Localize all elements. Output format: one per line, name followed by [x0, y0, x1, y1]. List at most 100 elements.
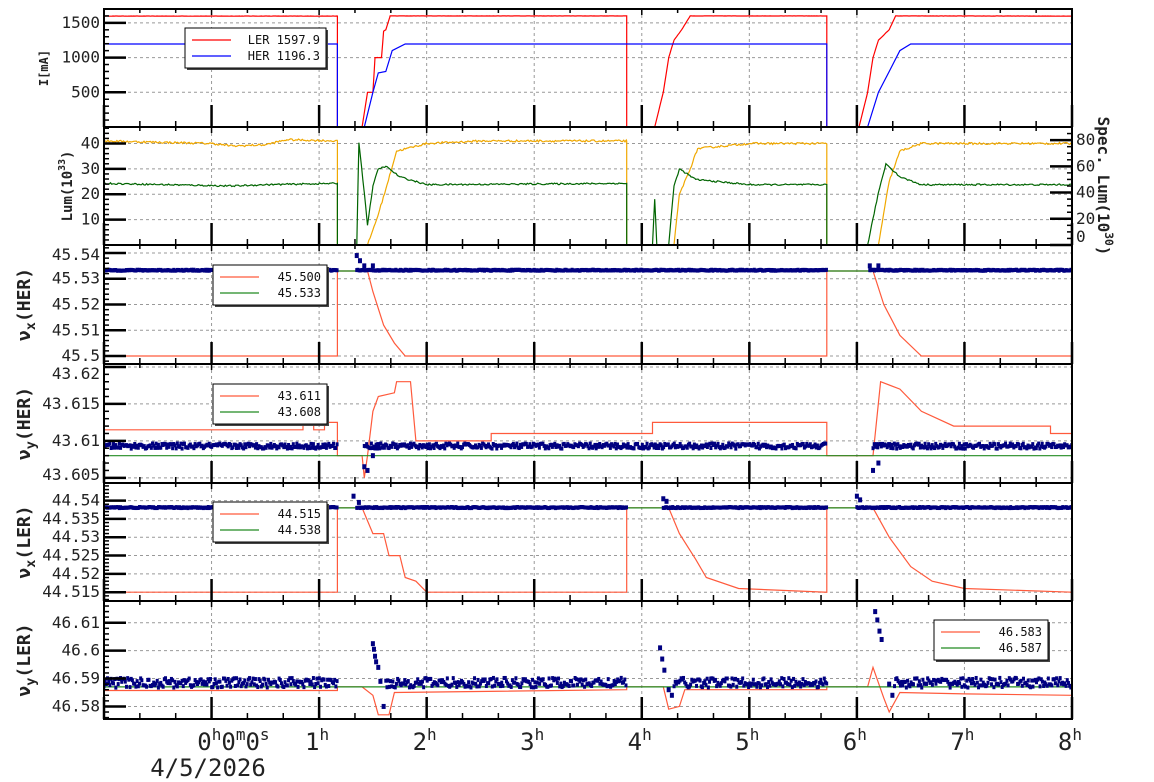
data-point	[1058, 676, 1062, 681]
data-point	[966, 685, 970, 690]
data-point	[229, 684, 233, 689]
data-point	[374, 659, 379, 665]
data-point	[972, 445, 976, 450]
data-point	[356, 499, 361, 505]
data-point	[1017, 681, 1021, 686]
data-point	[370, 453, 375, 459]
data-point	[227, 680, 231, 685]
right-axis-label: Spec. Lum(1030)	[1094, 117, 1115, 256]
data-point	[493, 683, 497, 688]
data-point	[896, 442, 900, 447]
data-point	[238, 677, 242, 682]
data-point	[821, 682, 825, 687]
data-point	[1006, 683, 1010, 688]
right-axis-label-base: Spec. Lum(10	[1094, 117, 1113, 233]
data-point	[561, 684, 565, 689]
data-point	[734, 676, 738, 681]
data-point	[382, 445, 386, 450]
data-point	[248, 444, 252, 449]
data-point	[725, 444, 729, 449]
data-point	[429, 676, 433, 681]
data-point	[251, 676, 255, 681]
data-point	[517, 446, 521, 451]
data-point	[477, 684, 481, 689]
data-point	[1005, 678, 1009, 683]
data-point	[674, 681, 678, 686]
data-point	[322, 677, 326, 682]
data-point	[1011, 679, 1015, 684]
x-tick-number: 7	[950, 728, 964, 756]
data-point	[993, 442, 997, 447]
data-point	[111, 681, 115, 686]
data-point	[442, 443, 446, 448]
data-point	[278, 678, 282, 683]
data-point	[578, 679, 582, 684]
data-point	[261, 682, 265, 687]
data-point	[624, 443, 628, 448]
data-point	[149, 445, 153, 450]
data-point	[705, 676, 709, 681]
data-point	[226, 444, 230, 449]
data-point	[695, 683, 699, 688]
data-point	[682, 675, 686, 680]
data-point	[661, 496, 666, 502]
data-point	[290, 676, 294, 681]
data-point	[386, 678, 390, 683]
data-point	[148, 443, 152, 448]
data-point	[890, 692, 895, 698]
data-point	[282, 445, 286, 450]
data-point	[978, 683, 982, 688]
y-tick-label: 500	[71, 82, 100, 101]
data-point	[1000, 684, 1004, 689]
data-point	[199, 677, 203, 682]
data-point	[161, 684, 165, 689]
data-point	[379, 441, 383, 446]
legend-label: 45.500	[278, 270, 321, 284]
data-point	[723, 679, 727, 684]
data-point	[560, 446, 564, 451]
data-point	[155, 445, 159, 450]
data-point	[986, 680, 990, 685]
data-point	[204, 680, 208, 685]
data-point	[178, 444, 182, 449]
data-point	[436, 683, 440, 688]
data-point	[296, 684, 300, 689]
data-point	[1008, 677, 1012, 682]
data-point	[644, 445, 648, 450]
data-point	[708, 679, 712, 684]
data-point	[640, 442, 644, 447]
data-point	[451, 676, 455, 681]
data-point	[213, 677, 217, 682]
data-point	[315, 445, 319, 450]
data-point	[890, 442, 894, 447]
right-tick-label: 80	[1076, 130, 1095, 149]
data-point	[123, 679, 127, 684]
data-point	[662, 667, 667, 673]
data-point	[171, 446, 175, 451]
data-point	[876, 460, 881, 466]
data-point	[289, 682, 293, 687]
data-point	[376, 664, 381, 670]
data-point	[598, 441, 602, 446]
data-point	[971, 677, 975, 682]
data-point	[295, 679, 299, 684]
right-tick-label: 20	[1076, 209, 1095, 228]
y-axis-label: νx(HER)	[14, 268, 39, 341]
data-point	[677, 444, 681, 449]
data-point	[1057, 679, 1061, 684]
data-point	[1038, 446, 1042, 451]
data-point	[735, 684, 739, 689]
data-point	[495, 677, 499, 682]
data-point	[875, 617, 880, 623]
data-point	[1069, 267, 1072, 272]
data-point	[1014, 444, 1018, 449]
legend-box	[212, 501, 328, 543]
data-point	[917, 679, 921, 684]
x-tick-number: 0	[197, 728, 211, 756]
data-point	[530, 444, 534, 449]
data-point	[911, 446, 915, 451]
data-point	[258, 679, 262, 684]
data-point	[538, 681, 542, 686]
data-point	[500, 680, 504, 685]
data-point	[985, 683, 989, 688]
